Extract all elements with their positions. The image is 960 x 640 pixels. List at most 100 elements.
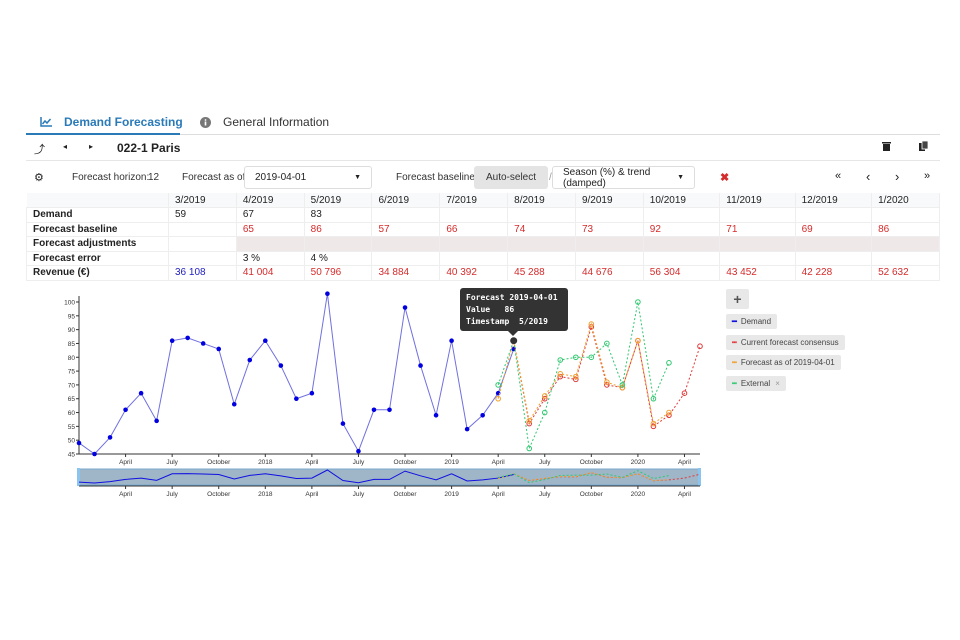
data-point[interactable] <box>526 445 533 452</box>
data-point[interactable] <box>666 409 672 416</box>
data-point[interactable] <box>480 413 485 418</box>
table-cell[interactable] <box>575 236 644 252</box>
data-point[interactable] <box>588 321 595 327</box>
data-point[interactable] <box>495 382 501 388</box>
data-point[interactable] <box>573 354 579 361</box>
data-point[interactable] <box>200 341 206 346</box>
data-point[interactable] <box>402 305 408 310</box>
data-point[interactable] <box>371 407 377 413</box>
first-page-button[interactable]: « <box>835 170 842 182</box>
data-point[interactable] <box>464 426 470 432</box>
data-point[interactable] <box>650 423 657 430</box>
data-point[interactable] <box>278 363 284 368</box>
table-cell <box>643 251 721 266</box>
asof-label: Forecast as of: <box>182 172 249 183</box>
legend-item[interactable]: ━ Demand <box>726 314 778 329</box>
table-cell[interactable] <box>439 236 509 252</box>
data-point[interactable] <box>588 354 595 361</box>
data-point[interactable] <box>619 382 626 388</box>
series-line <box>513 325 701 428</box>
column-header: 10/2019 <box>643 193 721 208</box>
up-level-button[interactable]: ⤴ <box>34 141 45 157</box>
data-point[interactable] <box>263 338 268 343</box>
navigator-series-line <box>78 469 514 484</box>
table-cell[interactable] <box>304 236 373 252</box>
data-point[interactable] <box>650 395 657 402</box>
horizon-value[interactable]: 12 <box>148 172 160 183</box>
table-cell[interactable] <box>871 236 940 252</box>
data-point[interactable] <box>666 360 672 366</box>
hovered-point[interactable] <box>510 337 518 345</box>
table-cell: 69 <box>795 222 873 237</box>
data-point[interactable] <box>697 343 703 350</box>
tab-demand-forecasting[interactable]: Demand Forecasting <box>40 110 183 134</box>
settings-button[interactable]: ⚙ <box>34 171 44 184</box>
data-point[interactable] <box>449 338 454 343</box>
data-point[interactable] <box>76 440 82 446</box>
delete-button[interactable] <box>882 141 891 154</box>
data-point[interactable] <box>541 395 548 402</box>
data-point[interactable] <box>541 393 548 399</box>
data-point[interactable] <box>635 337 641 344</box>
auto-select-button[interactable]: Auto-select <box>474 166 548 189</box>
data-point[interactable] <box>247 357 253 363</box>
legend-item[interactable]: ┅ External × <box>726 375 786 391</box>
data-point[interactable] <box>92 451 97 457</box>
data-point[interactable] <box>650 420 657 427</box>
data-point[interactable] <box>573 373 579 380</box>
table-cell[interactable] <box>643 236 721 252</box>
table-cell[interactable] <box>507 236 576 252</box>
range-handle-right[interactable] <box>698 468 701 486</box>
asof-select[interactable]: 2019-04-01 ▼ <box>244 166 372 189</box>
table-cell[interactable] <box>371 236 441 252</box>
data-point[interactable] <box>294 396 299 402</box>
table-cell[interactable] <box>719 236 796 252</box>
column-header: 1/2020 <box>871 193 940 208</box>
data-point[interactable] <box>325 291 330 297</box>
previous-item-button[interactable]: ◂ <box>63 142 67 151</box>
tab-general-information[interactable]: General Information <box>200 110 329 134</box>
data-point[interactable] <box>433 413 439 418</box>
table-cell[interactable] <box>236 236 305 252</box>
previous-page-button[interactable]: ‹ <box>866 169 871 184</box>
data-point[interactable] <box>169 338 175 343</box>
next-page-button[interactable]: › <box>895 169 900 184</box>
data-point[interactable] <box>107 435 113 440</box>
data-point[interactable] <box>557 357 564 363</box>
add-series-button[interactable]: + <box>726 289 749 309</box>
data-point[interactable] <box>123 407 128 413</box>
range-handle-left[interactable] <box>77 468 80 486</box>
remove-icon[interactable]: × <box>775 378 780 388</box>
data-point[interactable] <box>185 335 190 341</box>
data-point[interactable] <box>309 390 315 396</box>
data-point[interactable] <box>154 418 159 424</box>
clear-button[interactable]: ✖ <box>720 171 729 184</box>
data-point[interactable] <box>340 421 346 426</box>
data-point[interactable] <box>138 390 144 396</box>
legend-item[interactable]: ┅ Current forecast consensus <box>726 334 845 350</box>
navigator-series-line <box>498 470 670 484</box>
table-cell[interactable] <box>795 236 873 252</box>
data-point[interactable] <box>526 418 533 424</box>
separator-slash: / <box>549 172 552 183</box>
asof-value: 2019-04-01 <box>255 172 307 183</box>
next-item-button[interactable]: ▸ <box>89 142 93 151</box>
data-point[interactable] <box>604 340 610 347</box>
data-point[interactable] <box>418 363 423 368</box>
data-point[interactable] <box>541 409 548 416</box>
data-point[interactable] <box>387 407 392 413</box>
data-point[interactable] <box>216 346 222 352</box>
data-point[interactable] <box>231 401 237 407</box>
last-page-button[interactable]: » <box>924 170 931 182</box>
method-select[interactable]: Season (%) & trend (damped) ▼ <box>552 166 695 189</box>
data-point[interactable] <box>495 395 501 402</box>
data-point[interactable] <box>604 379 610 385</box>
data-point[interactable] <box>681 390 688 397</box>
legend-item[interactable]: ┅ Forecast as of 2019-04-01 <box>726 355 841 370</box>
data-point[interactable] <box>557 371 564 377</box>
table-cell: 67 <box>236 207 305 223</box>
data-point[interactable] <box>635 299 641 305</box>
copy-button[interactable] <box>919 140 929 155</box>
data-point[interactable] <box>356 448 361 454</box>
